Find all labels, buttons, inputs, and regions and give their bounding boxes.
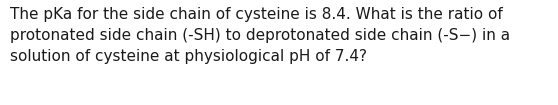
Text: The pKa for the side chain of cysteine is 8.4. What is the ratio of
protonated s: The pKa for the side chain of cysteine i…: [10, 7, 510, 64]
